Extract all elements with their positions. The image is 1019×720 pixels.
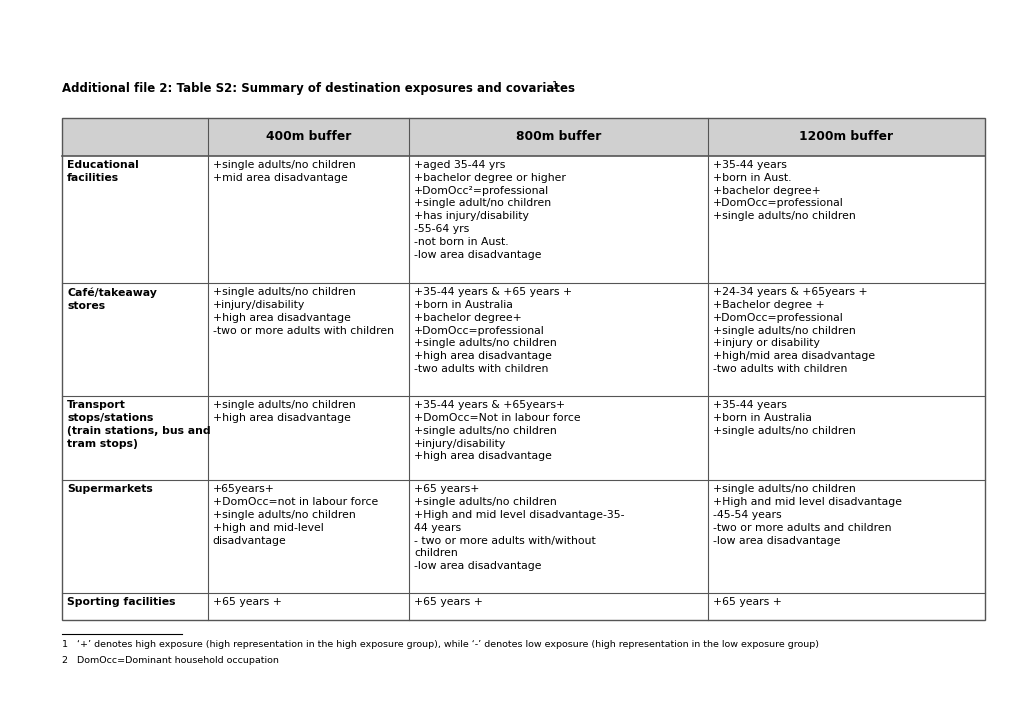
Text: +35-44 years & +65 years +
+born in Australia
+bachelor degree+
+DomOcc=professi: +35-44 years & +65 years + +born in Aust… [414, 287, 572, 374]
Text: +single adults/no children
+High and mid level disadvantage
-45-54 years
-two or: +single adults/no children +High and mid… [712, 485, 901, 546]
Text: 2   DomOcc=Dominant household occupation: 2 DomOcc=Dominant household occupation [62, 656, 278, 665]
Bar [62, 118, 984, 156]
Text: +single adults/no children
+mid area disadvantage: +single adults/no children +mid area dis… [213, 160, 356, 183]
Text: Additional file 2: Table S2: Summary of destination exposures and covariates: Additional file 2: Table S2: Summary of … [62, 82, 575, 95]
Text: 1   ‘+’ denotes high exposure (high representation in the high exposure group), : 1 ‘+’ denotes high exposure (high repres… [62, 640, 818, 649]
Text: +65 years +: +65 years + [712, 597, 782, 607]
Text: Supermarkets: Supermarkets [67, 485, 153, 495]
Text: +65years+
+DomOcc=not in labour force
+single adults/no children
+high and mid-l: +65years+ +DomOcc=not in labour force +s… [213, 485, 378, 546]
Text: +aged 35-44 yrs
+bachelor degree or higher
+DomOcc²=professional
+single adult/n: +aged 35-44 yrs +bachelor degree or high… [414, 160, 566, 260]
Text: +35-44 years & +65years+
+DomOcc=Not in labour force
+single adults/no children
: +35-44 years & +65years+ +DomOcc=Not in … [414, 400, 580, 462]
Text: +65 years +: +65 years + [414, 597, 482, 607]
Text: +35-44 years
+born in Aust.
+bachelor degree+
+DomOcc=professional
+single adult: +35-44 years +born in Aust. +bachelor de… [712, 160, 855, 221]
Text: +24-34 years & +65years +
+Bachelor degree +
+DomOcc=professional
+single adults: +24-34 years & +65years + +Bachelor degr… [712, 287, 874, 374]
Text: Sporting facilities: Sporting facilities [67, 597, 175, 607]
Text: Transport
stops/stations
(train stations, bus and
tram stops): Transport stops/stations (train stations… [67, 400, 210, 449]
Text: +65 years +: +65 years + [213, 597, 281, 607]
Text: +35-44 years
+born in Australia
+single adults/no children: +35-44 years +born in Australia +single … [712, 400, 855, 436]
Text: +single adults/no children
+injury/disability
+high area disadvantage
-two or mo: +single adults/no children +injury/disab… [213, 287, 393, 336]
Text: +65 years+
+single adults/no children
+High and mid level disadvantage-35-
44 ye: +65 years+ +single adults/no children +H… [414, 485, 624, 571]
Text: +single adults/no children
+high area disadvantage: +single adults/no children +high area di… [213, 400, 356, 423]
Text: 400m buffer: 400m buffer [266, 130, 351, 143]
Text: Educational
facilities: Educational facilities [67, 160, 139, 183]
Text: 1200m buffer: 1200m buffer [799, 130, 893, 143]
Bar [62, 118, 984, 620]
Text: 1: 1 [551, 81, 557, 91]
Text: 800m buffer: 800m buffer [516, 130, 600, 143]
Text: Café/takeaway
stores: Café/takeaway stores [67, 287, 157, 310]
